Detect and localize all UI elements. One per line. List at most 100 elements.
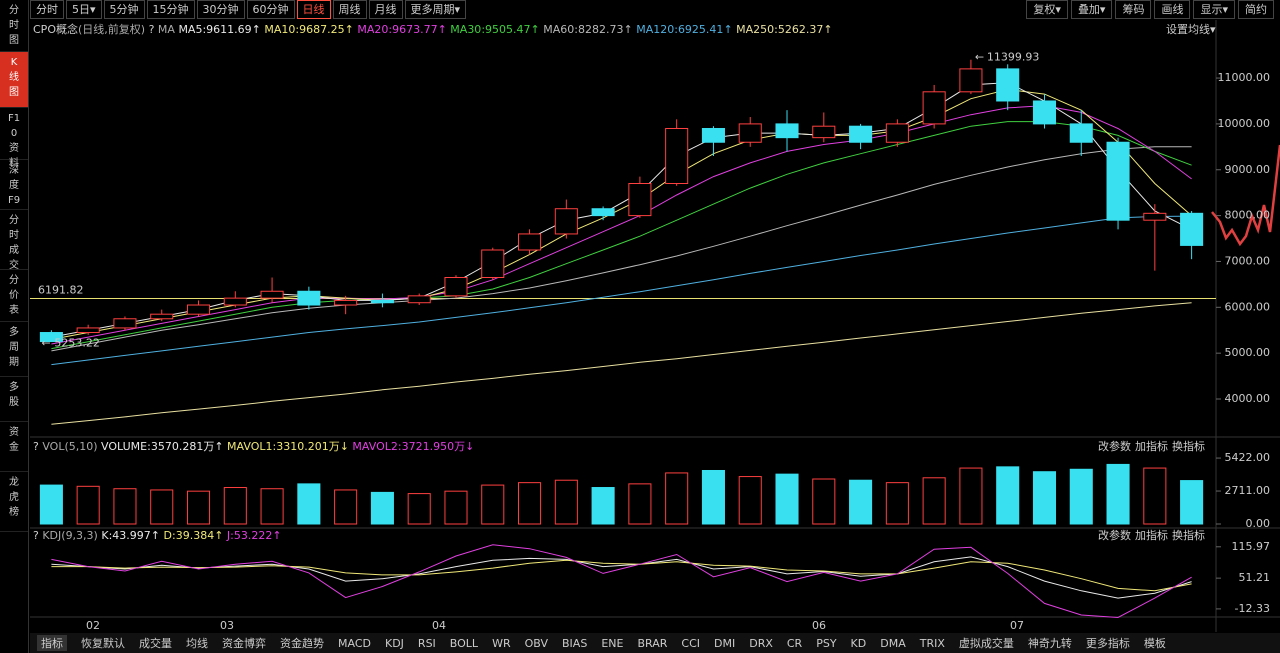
kdj-line	[51, 544, 1192, 619]
candle-body	[186, 304, 211, 315]
indicator-tab[interactable]: 虚拟成交量	[958, 637, 1014, 650]
tool-button[interactable]: 叠加▾	[1070, 0, 1113, 19]
indicator-tab[interactable]: BRAR	[637, 636, 668, 650]
indicator-tab[interactable]: OBV	[524, 636, 549, 650]
sidebar-tab[interactable]: 深度F9	[0, 160, 28, 210]
period-button[interactable]: 日线	[296, 0, 331, 19]
tool-button[interactable]: 画线	[1154, 0, 1191, 19]
indicator-tab[interactable]: ENE	[601, 636, 624, 650]
indicator-title: VOL(5,10)	[42, 440, 97, 453]
indicator-tab[interactable]: DRX	[749, 636, 773, 650]
candle-body	[113, 318, 137, 329]
candle-body	[665, 127, 689, 185]
indicator-tab[interactable]: 更多指标	[1085, 637, 1130, 650]
panel-button[interactable]: 加指标	[1135, 439, 1168, 453]
legend-text: ?	[145, 23, 158, 36]
legend-text: :	[398, 440, 402, 453]
legend-text: ↑	[723, 23, 732, 36]
volume-bar	[922, 477, 946, 525]
indicator-tab[interactable]: TRIX	[919, 636, 945, 650]
legend-text: :	[147, 440, 151, 453]
indicator-tab[interactable]: KDJ	[384, 636, 404, 650]
y-tick-label: 115.97	[1232, 540, 1271, 553]
month-label: 06	[812, 619, 826, 632]
legend-text: 53.222	[234, 529, 273, 542]
period-button[interactable]: 更多周期▾	[404, 0, 467, 19]
indicator-tab[interactable]: CCI	[681, 636, 700, 650]
period-toolbar: 分时 5日▾ 5分钟 15分钟 30分钟 60分钟 日线 周线 月线 更多周期▾	[30, 0, 1280, 20]
legend-text: MAVOL1	[227, 440, 272, 453]
indicator-tab[interactable]: 资金博弈	[222, 637, 266, 650]
panel-button[interactable]: 换指标	[1172, 439, 1205, 453]
tool-button[interactable]: 简约	[1238, 0, 1274, 19]
indicator-tab[interactable]: 指标	[37, 635, 67, 651]
sidebar-tab[interactable]: 多周期	[0, 322, 28, 377]
volume-bar	[1180, 480, 1204, 525]
y-tick-label: 8000.00	[1225, 209, 1271, 222]
period-button[interactable]: 30分钟	[196, 0, 245, 19]
indicator-tab[interactable]: DMA	[880, 636, 906, 650]
legend-text: MA120	[636, 23, 674, 36]
sidebar-tab[interactable]: 分价表	[0, 270, 28, 322]
indicator-tab[interactable]: RSI	[417, 636, 436, 650]
period-button[interactable]: 5分钟	[103, 0, 145, 19]
candle-body	[150, 313, 174, 320]
indicator-tab[interactable]: 均线	[186, 637, 208, 650]
panel-button[interactable]: 加指标	[1135, 528, 1168, 542]
indicator-tab[interactable]: CR	[786, 636, 803, 650]
indicator-tab[interactable]: 资金趋势	[280, 637, 324, 650]
volume-bar	[775, 473, 799, 525]
y-tick-label: 11000.00	[1218, 71, 1271, 84]
tool-button[interactable]: 显示▾	[1193, 0, 1235, 19]
period-button[interactable]: 5日▾	[66, 0, 102, 19]
indicator-tab[interactable]: 恢复默认	[81, 637, 125, 650]
volume-bar	[1032, 471, 1057, 525]
legend-text: 39.384	[176, 529, 215, 542]
period-button[interactable]: 15分钟	[146, 0, 195, 19]
volume-bar	[407, 493, 431, 525]
y-tick-label: 4000.00	[1225, 392, 1271, 405]
indicator-tab[interactable]: 模板	[1143, 637, 1166, 650]
sidebar-tab[interactable]: 分时成交	[0, 210, 28, 271]
indicator-tab[interactable]: BIAS	[562, 636, 588, 650]
period-button[interactable]: 60分钟	[246, 0, 295, 19]
indicator-tab[interactable]: 神奇九转	[1027, 637, 1072, 650]
legend-text: 9611.69	[206, 23, 252, 36]
ma-setting[interactable]: 设置均线▾	[1166, 22, 1216, 36]
volume-bar	[518, 482, 542, 525]
volume-bar	[849, 479, 873, 525]
candle-body	[518, 233, 542, 251]
panel-button[interactable]: 换指标	[1172, 528, 1205, 542]
sidebar-tab[interactable]: 龙虎榜	[0, 472, 28, 532]
y-tick-label: 51.21	[1239, 571, 1271, 584]
volume-bar	[959, 467, 983, 525]
sidebar-tab[interactable]: F10资料	[0, 108, 28, 169]
sidebar-tab[interactable]: 多股	[0, 377, 28, 422]
sidebar-tab[interactable]: K线图	[0, 52, 28, 108]
indicator-tab[interactable]: PSY	[816, 636, 837, 650]
sidebar-tab[interactable]: 分时图	[0, 0, 28, 52]
panel-button[interactable]: 改参数	[1098, 528, 1131, 542]
period-button[interactable]: 月线	[368, 0, 403, 19]
panel-button[interactable]: 改参数	[1098, 439, 1131, 453]
indicator-tab[interactable]: 成交量	[139, 637, 172, 650]
legend-text: MA5	[178, 23, 202, 36]
legend-text: ?	[33, 529, 42, 542]
legend-text: 3570.281	[151, 440, 204, 453]
tool-button[interactable]: 复权▾	[1026, 0, 1068, 19]
indicator-tab[interactable]: WR	[492, 636, 511, 650]
legend-text: :	[272, 440, 276, 453]
indicator-tab[interactable]: MACD	[338, 636, 371, 650]
sidebar-tab[interactable]: 资金	[0, 422, 28, 472]
period-button[interactable]: 分时	[30, 0, 64, 19]
legend: ? KDJ(9,3,3) K:43.997↑ D:39.384↑ J:53.22…	[33, 529, 282, 542]
period-button[interactable]: 周线	[332, 0, 367, 19]
tool-button[interactable]: 筹码	[1115, 0, 1152, 19]
low-arrow: ←	[41, 337, 50, 350]
indicator-tab[interactable]: DMI	[714, 636, 736, 650]
legend-text: ↑	[623, 23, 632, 36]
indicator-tab[interactable]: KD	[850, 636, 867, 650]
legend-text: 43.997	[112, 529, 151, 542]
indicator-tab[interactable]: BOLL	[449, 636, 479, 650]
